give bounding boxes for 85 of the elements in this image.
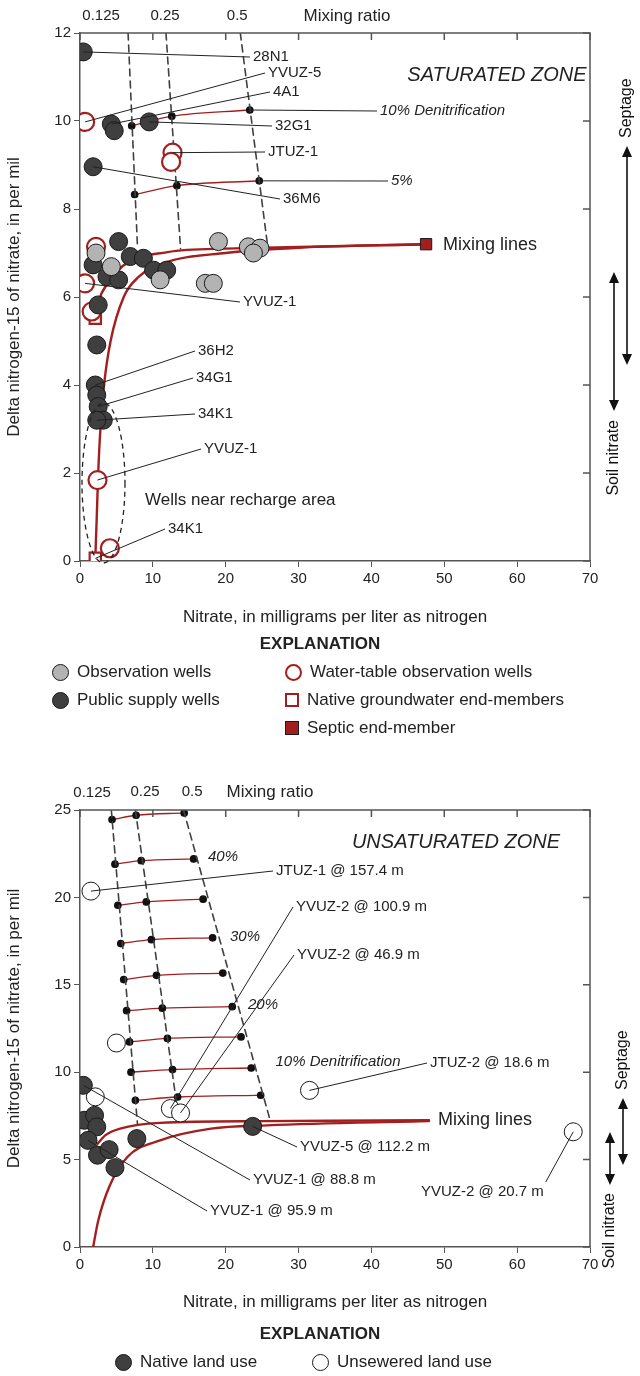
- annotation: 0.5: [226, 6, 248, 24]
- x-tick-label: 0: [75, 1255, 85, 1273]
- y-tick-label: 0: [62, 551, 71, 569]
- legend-label: Water-table observation wells: [310, 662, 533, 682]
- legend-label: Unsewered land use: [337, 1352, 492, 1372]
- annotation: 0.125: [73, 782, 111, 800]
- annotation: 5%: [391, 171, 413, 189]
- annotation: YVUZ-1: [243, 292, 297, 310]
- x-tick-label: 70: [581, 569, 599, 587]
- y-tick-label: 25: [54, 800, 71, 818]
- x-tick-label: 30: [290, 1255, 307, 1273]
- annotation: YVUZ-5 @ 112.2 m: [300, 1137, 430, 1155]
- annotation: 4A1: [273, 82, 300, 100]
- x-tick-label: 60: [508, 1255, 526, 1273]
- annotation: YVUZ-1 @ 88.8 m: [253, 1170, 376, 1188]
- annotation: 10% Denitrification: [380, 101, 506, 119]
- annotation: 20%: [246, 995, 279, 1013]
- annotation: YVUZ-1: [204, 439, 258, 457]
- x-tick-label: 10: [144, 1255, 162, 1273]
- y-tick-label: 4: [62, 375, 71, 393]
- annotation: YVUZ-5: [268, 63, 322, 81]
- y-tick-label: 6: [62, 287, 71, 305]
- x-tick-label: 40: [363, 1255, 380, 1273]
- x-tick-label: 20: [217, 1255, 235, 1273]
- legend-label: Native groundwater end-members: [307, 690, 565, 710]
- legend-title: EXPLANATION: [258, 634, 382, 654]
- annotation: YVUZ-2 @ 100.9 m: [296, 897, 428, 915]
- annotation: 34K1: [198, 404, 234, 422]
- x-tick-label: 30: [290, 569, 307, 587]
- legend-label: Observation wells: [77, 662, 212, 682]
- annotation: JTUZ-1 @ 157.4 m: [276, 861, 404, 879]
- annotation: 0.5: [181, 782, 203, 800]
- y-tick-label: 10: [54, 1062, 71, 1080]
- annotation: Mixing lines: [443, 233, 538, 254]
- legend-label: Native land use: [140, 1352, 258, 1372]
- annotation: 36H2: [198, 341, 234, 359]
- legend-label: Septic end-member: [307, 718, 456, 738]
- text: Mixing ratio: [303, 5, 391, 25]
- x-tick-label: 50: [435, 1255, 453, 1273]
- annotation: 0.25: [150, 6, 180, 24]
- annotation: 34K1: [168, 519, 204, 537]
- annotation: 34G1: [196, 368, 233, 386]
- annotation: YVUZ-1 @ 95.9 m: [210, 1201, 333, 1219]
- y-tick-label: 8: [62, 199, 71, 217]
- annotation: Mixing lines: [438, 1108, 533, 1129]
- annotation: 32G1: [275, 116, 312, 134]
- annotation: 10% Denitrification: [275, 1052, 401, 1070]
- y-tick-label: 10: [54, 111, 71, 129]
- annotation: YVUZ-2 @ 20.7 m: [421, 1182, 544, 1200]
- annotation: 40%: [207, 847, 239, 865]
- x-tick-label: 40: [363, 569, 380, 587]
- annotation: Wells near recharge area: [145, 489, 337, 509]
- annotation: UNSATURATED ZONE: [351, 829, 561, 852]
- text: Septage: [617, 78, 635, 138]
- x-tick-label: 70: [581, 1255, 599, 1273]
- annotation: YVUZ-2 @ 46.9 m: [297, 945, 420, 963]
- y-tick-label: 12: [54, 23, 71, 41]
- x-axis-title: Nitrate, in milligrams per liter as nitrogen: [182, 1292, 488, 1312]
- text: Mixing ratio: [226, 781, 314, 801]
- x-tick-label: 0: [75, 569, 85, 587]
- x-tick-label: 20: [217, 569, 235, 587]
- y-tick-label: 5: [62, 1149, 71, 1167]
- x-tick-label: 50: [435, 569, 453, 587]
- annotation: 28N1: [253, 47, 289, 65]
- x-tick-label: 60: [508, 569, 526, 587]
- annotation: 0.25: [130, 782, 160, 800]
- y-tick-label: 0: [62, 1237, 71, 1255]
- legend-title: EXPLANATION: [258, 1324, 382, 1344]
- annotation: 30%: [229, 927, 261, 945]
- x-tick-label: 10: [144, 569, 162, 587]
- text: Soil nitrate: [600, 1192, 618, 1269]
- y-tick-label: 2: [62, 463, 71, 481]
- y-axis-title: Delta nitrogen-15 of nitrate, in per mil: [3, 888, 23, 1169]
- annotation: JTUZ-2 @ 18.6 m: [430, 1053, 550, 1071]
- annotation: SATURATED ZONE: [407, 62, 588, 85]
- legend-label: Public supply wells: [77, 690, 220, 710]
- text: Septage: [613, 1030, 631, 1090]
- annotation: 0.125: [82, 6, 120, 24]
- x-axis-title: Nitrate, in milligrams per liter as nitrogen: [182, 607, 488, 627]
- annotation: 36M6: [283, 189, 321, 207]
- y-tick-label: 15: [54, 974, 71, 992]
- y-axis-title: Delta nitrogen-15 of nitrate, in per mil: [3, 157, 23, 437]
- y-tick-label: 20: [54, 887, 71, 905]
- text: Soil nitrate: [604, 419, 622, 496]
- annotation: JTUZ-1: [268, 142, 318, 160]
